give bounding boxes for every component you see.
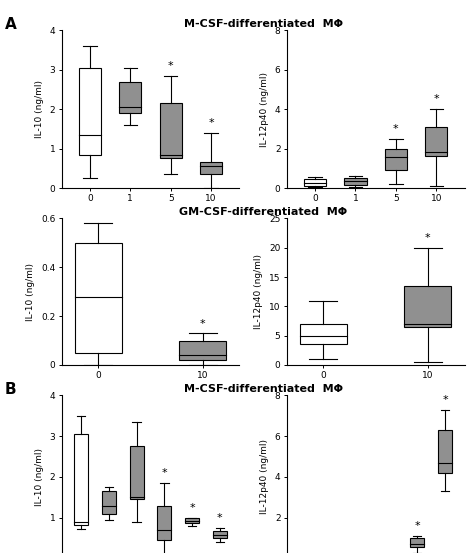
Text: A: A	[5, 17, 17, 32]
Bar	[179, 341, 226, 360]
Text: LL-37 (μg/ml): LL-37 (μg/ml)	[346, 232, 406, 241]
Text: LL-37 (μg/ml): LL-37 (μg/ml)	[120, 406, 181, 415]
Bar	[410, 538, 424, 547]
Bar	[425, 127, 447, 156]
Bar	[185, 518, 199, 523]
Text: *: *	[442, 395, 448, 405]
Text: M-CSF-differentiated  MΦ: M-CSF-differentiated MΦ	[183, 19, 343, 29]
Y-axis label: IL-10 (ng/ml): IL-10 (ng/ml)	[27, 263, 36, 321]
Text: *: *	[168, 61, 173, 71]
Bar	[200, 163, 222, 174]
Bar	[119, 82, 141, 113]
Bar	[344, 178, 366, 185]
Text: *: *	[162, 468, 167, 478]
Y-axis label: IL-12p40 (ng/ml): IL-12p40 (ng/ml)	[255, 254, 264, 329]
Y-axis label: IL-10 (ng/ml): IL-10 (ng/ml)	[35, 448, 44, 506]
Text: *: *	[200, 319, 206, 329]
Bar	[74, 434, 88, 525]
Text: *: *	[208, 118, 214, 128]
Y-axis label: IL-12p40 (ng/ml): IL-12p40 (ng/ml)	[260, 72, 269, 147]
Text: LL-37 (μg/ml): LL-37 (μg/ml)	[346, 406, 406, 415]
Bar	[160, 103, 182, 159]
Bar	[130, 446, 144, 499]
Bar	[79, 68, 101, 154]
Text: *: *	[414, 521, 420, 531]
Text: *: *	[425, 233, 431, 243]
Bar	[438, 430, 452, 473]
Y-axis label: IL-10 (ng/ml): IL-10 (ng/ml)	[35, 80, 44, 138]
Bar	[213, 531, 227, 538]
Text: *: *	[393, 124, 399, 134]
Text: *: *	[433, 95, 439, 105]
Bar	[75, 243, 122, 353]
Text: GM-CSF-differentiated  MΦ: GM-CSF-differentiated MΦ	[179, 207, 347, 217]
Text: *: *	[217, 513, 223, 523]
Y-axis label: IL-12p40 (ng/ml): IL-12p40 (ng/ml)	[260, 440, 269, 514]
Text: *: *	[189, 503, 195, 513]
Bar	[385, 149, 407, 170]
Bar	[404, 286, 451, 327]
Bar	[102, 491, 116, 514]
Bar	[304, 179, 326, 186]
Bar	[300, 324, 347, 345]
Text: LL-37 (μg/ml): LL-37 (μg/ml)	[120, 232, 181, 241]
Text: B: B	[5, 382, 17, 397]
Text: M-CSF-differentiated  MΦ: M-CSF-differentiated MΦ	[183, 384, 343, 394]
Bar	[157, 505, 171, 540]
